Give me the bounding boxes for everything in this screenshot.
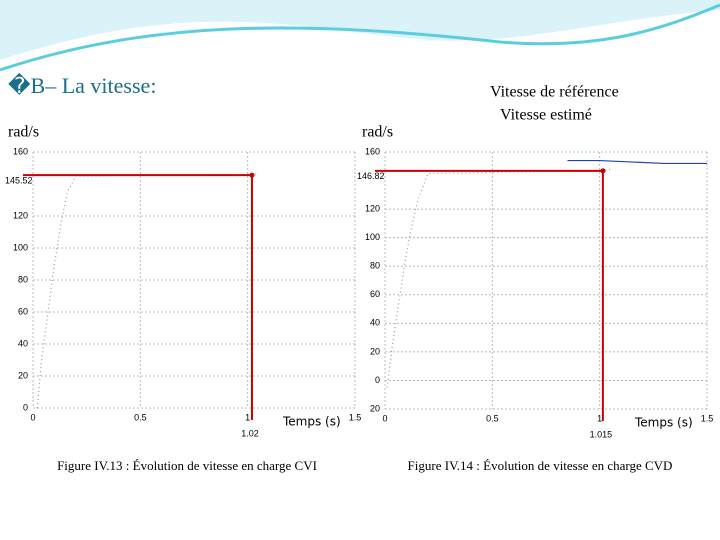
x-tick-label: 0.5 xyxy=(486,413,499,423)
annotation-x-label: 1.02 xyxy=(241,428,259,438)
y-tick-label: 0 xyxy=(375,375,380,385)
y-tick-label: 100 xyxy=(13,242,28,252)
y-tick-label: 20 xyxy=(370,403,380,413)
y-tick-label: 160 xyxy=(13,146,28,156)
figure-caption: Figure IV.14 : Évolution de vitesse en c… xyxy=(408,458,673,473)
y-axis-title: rad/s xyxy=(362,124,393,141)
y-tick-label: 20 xyxy=(370,346,380,356)
x-axis-title: Temps (s) xyxy=(282,415,341,429)
y-tick-label: 80 xyxy=(18,274,28,284)
header-swoosh-line xyxy=(0,3,720,72)
x-tick-label: 0 xyxy=(382,413,387,423)
y-tick-label: 100 xyxy=(365,232,380,242)
y-tick-label: 40 xyxy=(18,338,28,348)
x-tick-label: 1.5 xyxy=(349,412,362,422)
line xyxy=(36,172,259,409)
annotation-point xyxy=(600,168,606,174)
legend-entry: Vitesse estimé xyxy=(500,107,592,124)
figure-caption: Figure IV.13 : Évolution de vitesse en c… xyxy=(57,458,317,473)
y-tick-label: 160 xyxy=(365,146,380,156)
y-axis-title: rad/s xyxy=(8,124,39,141)
y-tick-label: 20 xyxy=(18,370,28,380)
x-tick-label: 0.5 xyxy=(134,412,147,422)
line xyxy=(386,168,611,388)
y-tick-label: 40 xyxy=(370,318,380,328)
annotation-y-label: 146.82 xyxy=(357,171,385,181)
x-tick-label: 1.5 xyxy=(701,413,714,423)
y-tick-label: 0 xyxy=(23,402,28,412)
x-tick-label: 1 xyxy=(245,412,250,422)
y-tick-label: 60 xyxy=(370,289,380,299)
line xyxy=(567,159,707,165)
annotation-y-label: 145.52 xyxy=(5,176,33,186)
x-tick-label: 0 xyxy=(30,412,35,422)
y-tick-label: 120 xyxy=(365,203,380,213)
x-tick-label: 1 xyxy=(597,413,602,423)
y-tick-label: 60 xyxy=(18,306,28,316)
annotation-x-label: 1.015 xyxy=(590,429,613,439)
y-tick-label: 80 xyxy=(370,261,380,271)
slide-title: �B– La vitesse: xyxy=(8,72,156,98)
y-tick-label: 120 xyxy=(13,210,28,220)
legend-entry: Vitesse de référence xyxy=(490,84,619,101)
x-axis-title: Temps (s) xyxy=(634,416,693,430)
annotation-point xyxy=(249,172,255,178)
